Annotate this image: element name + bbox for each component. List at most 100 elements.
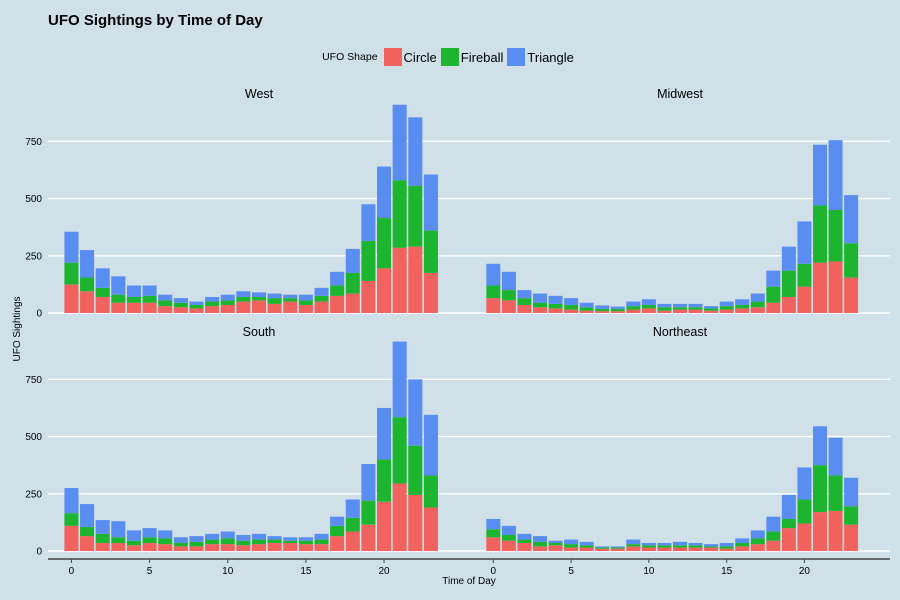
bar-midwest-fireball-h15: [719, 306, 734, 310]
bar-west-circle-h4: [126, 302, 141, 313]
bar-northeast-triangle-h4: [548, 540, 563, 543]
y-tick-label-south-0: 0: [36, 547, 42, 558]
panel-title-south: South: [243, 325, 276, 339]
y-tick-label-west-0: 0: [36, 309, 42, 320]
bar-south-circle-h5: [142, 542, 157, 551]
bar-midwest-fireball-h8: [610, 308, 625, 312]
bar-northeast-fireball-h7: [595, 547, 610, 549]
bar-midwest-triangle-h0: [486, 263, 501, 286]
bar-south-circle-h14: [283, 542, 298, 551]
bar-south-fireball-h2: [95, 533, 110, 543]
bar-south-triangle-h16: [314, 533, 329, 540]
bar-west-circle-h9: [205, 306, 220, 313]
bar-south-fireball-h23: [423, 475, 438, 508]
bar-midwest-circle-h18: [766, 302, 781, 313]
bar-west-triangle-h13: [267, 293, 282, 299]
bar-northeast-triangle-h12: [673, 541, 687, 546]
bar-northeast-fireball-h23: [844, 506, 859, 525]
y-axis-title: UFO Sightings: [12, 296, 23, 361]
bar-midwest-fireball-h0: [486, 285, 501, 299]
bar-northeast-fireball-h15: [719, 546, 734, 549]
bar-south-triangle-h18: [345, 499, 360, 518]
bar-south-fireball-h22: [408, 445, 423, 495]
bar-northeast-circle-h8: [610, 548, 625, 551]
bar-south-fireball-h19: [361, 500, 376, 525]
bar-south-circle-h21: [392, 483, 407, 551]
bar-south-triangle-h4: [126, 530, 141, 541]
bar-midwest-fireball-h9: [626, 306, 641, 310]
bar-west-fireball-h1: [80, 277, 95, 292]
bar-west-fireball-h5: [142, 295, 157, 303]
bar-northeast-triangle-h17: [750, 530, 765, 539]
bar-northeast-fireball-h2: [517, 539, 532, 543]
bar-northeast-fireball-h20: [797, 499, 812, 524]
bar-west-circle-h19: [361, 280, 376, 313]
bar-midwest-fireball-h20: [797, 263, 812, 287]
bar-midwest-fireball-h16: [735, 304, 750, 309]
bar-midwest-circle-h3: [533, 307, 547, 313]
bar-west-triangle-h0: [64, 231, 79, 263]
bar-northeast-circle-h20: [797, 523, 812, 551]
bar-south-triangle-h14: [283, 537, 298, 541]
bar-south-fireball-h20: [377, 459, 392, 502]
bar-west-triangle-h15: [298, 294, 313, 301]
bar-south-fireball-h17: [330, 525, 345, 537]
bar-west-triangle-h5: [142, 285, 157, 296]
bar-northeast-triangle-h21: [813, 426, 827, 466]
y-tick-label-south-750: 750: [25, 375, 42, 386]
bar-south-triangle-h7: [173, 537, 188, 543]
bar-midwest-triangle-h6: [579, 302, 594, 308]
bar-west-triangle-h12: [251, 292, 267, 297]
bar-south-fireball-h7: [173, 542, 188, 547]
bar-south-triangle-h5: [142, 528, 157, 538]
bar-west-triangle-h20: [377, 166, 392, 219]
bar-northeast-circle-h5: [564, 547, 579, 551]
legend-swatch-circle: [383, 48, 402, 66]
bar-south-fireball-h8: [189, 541, 204, 547]
bar-south-circle-h22: [408, 494, 423, 551]
bar-west-fireball-h18: [345, 272, 360, 294]
bar-midwest-circle-h9: [626, 309, 641, 313]
bar-midwest-triangle-h18: [766, 270, 781, 287]
bar-south-circle-h1: [80, 536, 95, 551]
bar-south-circle-h2: [95, 542, 110, 551]
bar-northeast-circle-h11: [657, 547, 672, 551]
bar-midwest-triangle-h20: [797, 221, 812, 264]
legend-label-fireball: Fireball: [460, 49, 504, 65]
bar-midwest-fireball-h11: [657, 307, 672, 311]
bar-west-fireball-h19: [361, 240, 376, 281]
x-tick-label-northeast-10: 10: [643, 566, 655, 577]
bar-midwest-triangle-h19: [781, 246, 796, 271]
bar-west-circle-h16: [314, 301, 329, 313]
bar-northeast-circle-h12: [673, 547, 687, 551]
bar-west-circle-h3: [111, 302, 126, 313]
bar-south-triangle-h0: [64, 488, 79, 514]
bar-west-fireball-h11: [236, 296, 251, 302]
bar-midwest-fireball-h7: [595, 308, 610, 312]
bar-west-fireball-h12: [251, 296, 267, 301]
bar-northeast-triangle-h10: [641, 542, 656, 546]
x-tick-label-south-15: 15: [300, 566, 312, 577]
bar-west-circle-h11: [236, 301, 251, 313]
bar-west-triangle-h8: [189, 301, 204, 305]
bar-west-fireball-h2: [95, 287, 110, 297]
bar-west-circle-h5: [142, 302, 157, 313]
bar-south-triangle-h9: [205, 533, 220, 540]
bar-west-triangle-h7: [173, 298, 188, 303]
bar-midwest-fireball-h2: [517, 298, 532, 305]
bar-west-triangle-h16: [314, 287, 329, 296]
bar-west-triangle-h19: [361, 204, 376, 241]
bar-northeast-fireball-h3: [533, 541, 547, 547]
bar-northeast-circle-h18: [766, 540, 781, 551]
bar-west-circle-h18: [345, 293, 360, 313]
bar-west-fireball-h4: [126, 296, 141, 303]
legend-item-triangle: Triangle: [507, 48, 574, 66]
bar-south-circle-h12: [251, 544, 267, 551]
bar-midwest-circle-h10: [641, 308, 656, 313]
x-tick-label-south-5: 5: [147, 566, 153, 577]
x-tick-label-south-0: 0: [69, 566, 75, 577]
x-tick-label-south-20: 20: [378, 566, 390, 577]
bar-south-circle-h11: [236, 545, 251, 551]
bar-south-triangle-h15: [298, 537, 313, 541]
bar-west-fireball-h10: [220, 300, 235, 305]
